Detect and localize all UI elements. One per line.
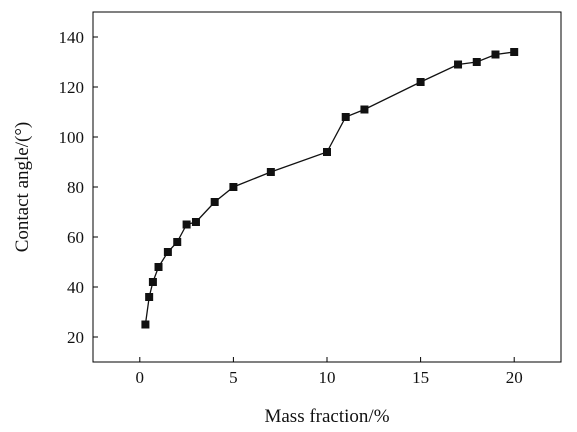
data-point bbox=[454, 60, 463, 69]
x-tick-label: 10 bbox=[319, 368, 336, 387]
data-point bbox=[323, 148, 331, 156]
data-point bbox=[360, 105, 369, 114]
data-point bbox=[148, 278, 157, 286]
y-ticks: 20 40 60 80 100 120 140 bbox=[59, 28, 98, 347]
y-tick-label: 140 bbox=[59, 28, 85, 47]
y-axis-title: Contact angle/(°) bbox=[12, 122, 33, 253]
data-point bbox=[154, 263, 163, 271]
y-tick-label: 20 bbox=[67, 328, 84, 347]
y-tick-label: 80 bbox=[67, 178, 84, 197]
data-point bbox=[510, 48, 519, 56]
data-point bbox=[472, 58, 481, 66]
x-tick-label: 0 bbox=[136, 368, 145, 387]
x-tick-label: 5 bbox=[229, 368, 238, 387]
x-tick-label: 20 bbox=[506, 368, 523, 387]
x-ticks: 0 5 10 15 20 bbox=[136, 357, 523, 387]
y-tick-label: 120 bbox=[59, 78, 85, 97]
y-tick-label: 100 bbox=[59, 128, 85, 147]
plot-frame bbox=[92, 11, 562, 363]
x-axis-title: Mass fraction/% bbox=[264, 406, 389, 427]
axes bbox=[92, 11, 562, 363]
y-tick-label: 40 bbox=[67, 278, 84, 297]
y-tick-label: 60 bbox=[67, 228, 84, 247]
data-point bbox=[182, 220, 191, 229]
data-point bbox=[141, 320, 150, 329]
data-point bbox=[163, 248, 172, 256]
data-point bbox=[491, 50, 500, 59]
data-point bbox=[191, 218, 200, 226]
data-point bbox=[173, 238, 182, 246]
series-line bbox=[144, 51, 515, 325]
data-point bbox=[229, 183, 238, 191]
data-point bbox=[266, 168, 275, 176]
data-point bbox=[210, 198, 219, 206]
data-series bbox=[141, 48, 519, 329]
data-point bbox=[145, 293, 154, 301]
data-point bbox=[341, 113, 350, 121]
x-tick-label: 15 bbox=[412, 368, 429, 387]
data-point bbox=[416, 78, 425, 86]
